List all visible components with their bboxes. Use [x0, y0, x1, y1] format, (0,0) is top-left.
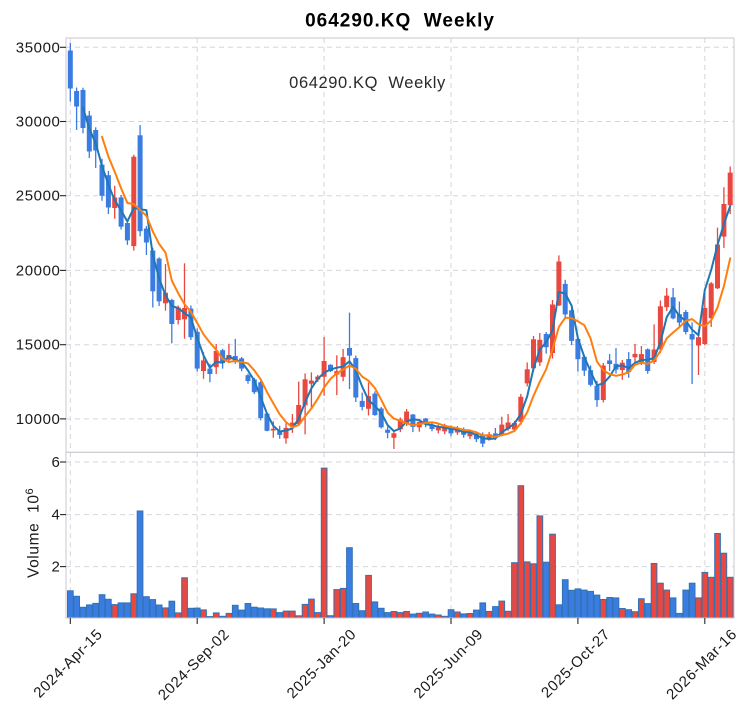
- svg-text:064290.KQ Weekly: 064290.KQ Weekly: [305, 11, 495, 32]
- svg-text:30000: 30000: [16, 114, 61, 131]
- svg-text:Volume 106: Volume 106: [24, 488, 43, 578]
- svg-text:35000: 35000: [16, 39, 61, 56]
- svg-text:15000: 15000: [16, 337, 61, 354]
- svg-text:4: 4: [52, 507, 61, 524]
- svg-text:6: 6: [52, 454, 61, 471]
- svg-text:064290.KQ Weekly: 064290.KQ Weekly: [289, 74, 446, 92]
- svg-text:2: 2: [52, 559, 61, 576]
- svg-text:20000: 20000: [16, 262, 61, 279]
- svg-text:25000: 25000: [16, 188, 61, 205]
- svg-text:10000: 10000: [16, 411, 61, 428]
